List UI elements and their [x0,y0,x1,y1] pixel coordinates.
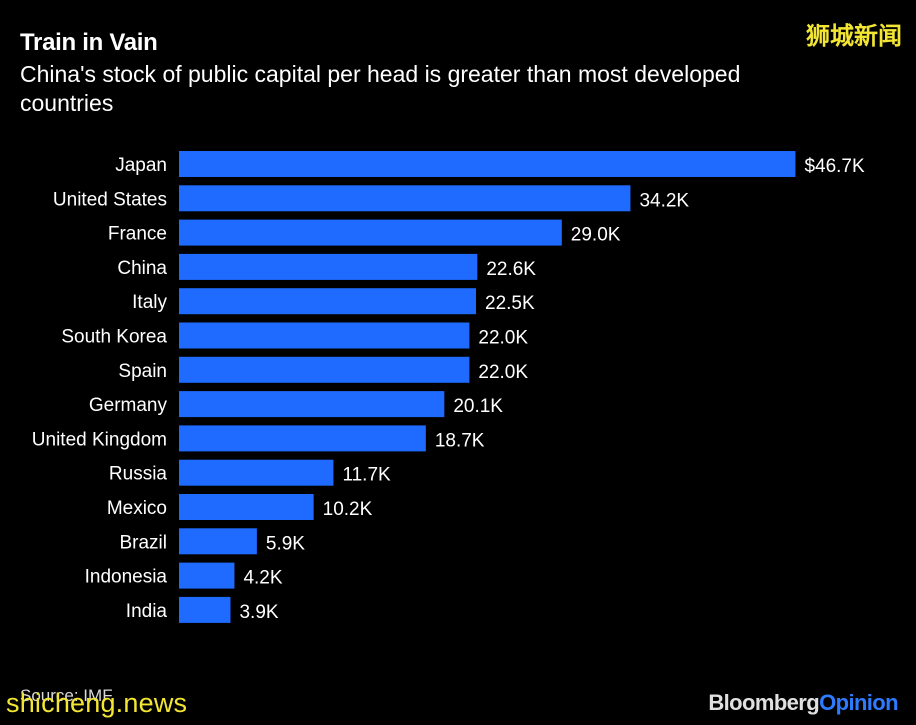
value-label: 4.2K [243,568,282,589]
bar [179,391,445,418]
value-label: 20.1K [453,396,503,417]
category-label: United Kingdom [32,429,167,450]
bar [179,288,476,315]
brand-logo-opinion: Opinion [819,690,899,715]
category-label: Italy [132,292,167,313]
value-label: 10.2K [323,499,373,520]
chart-subtitle: China's stock of public capital per head… [20,61,741,116]
bar [179,494,314,520]
bar [179,596,231,623]
value-label: 22.5K [485,293,535,314]
value-label: 3.9K [239,602,278,623]
bar [179,356,470,383]
watermark-bottom-left: shicheng.news [6,688,188,718]
bar [179,528,257,555]
value-label: 22.0K [478,328,528,349]
bar [179,322,470,349]
bar [179,425,426,452]
category-label: United States [53,189,167,210]
category-label: France [108,224,167,245]
source-note: Source: IMF [20,686,113,705]
value-label: $46.7K [804,156,865,177]
bar [179,185,631,212]
value-label: 18.7K [435,430,485,451]
brand-logo-bloomberg: Bloomberg [708,690,820,715]
value-label: 5.9K [266,533,305,554]
category-label: Russia [109,464,168,485]
chart-title: Train in Vain [20,29,158,56]
bar [179,219,562,246]
watermark-top-right: 狮城新闻 [806,22,902,50]
category-label: Brazil [119,532,167,553]
value-label: 29.0K [571,225,621,246]
category-label: Germany [89,395,168,416]
value-label: 22.0K [478,362,528,383]
category-label: Japan [115,155,167,176]
bar [179,459,334,486]
category-label: Mexico [107,498,167,519]
bar [179,562,235,589]
category-label: China [117,258,167,279]
value-label: 22.6K [486,259,536,280]
category-label: South Korea [61,327,167,348]
bar [179,253,478,280]
value-label: 11.7K [342,465,391,486]
bar [179,151,796,177]
value-label: 34.2K [639,190,689,211]
category-label: Spain [118,361,167,382]
brand-logo: BloombergOpinion [708,690,898,716]
category-label: Indonesia [85,567,168,588]
category-label: India [126,601,168,622]
bar-chart: Japan $46.7K United States 34.2K France 29.0K… [32,151,865,623]
